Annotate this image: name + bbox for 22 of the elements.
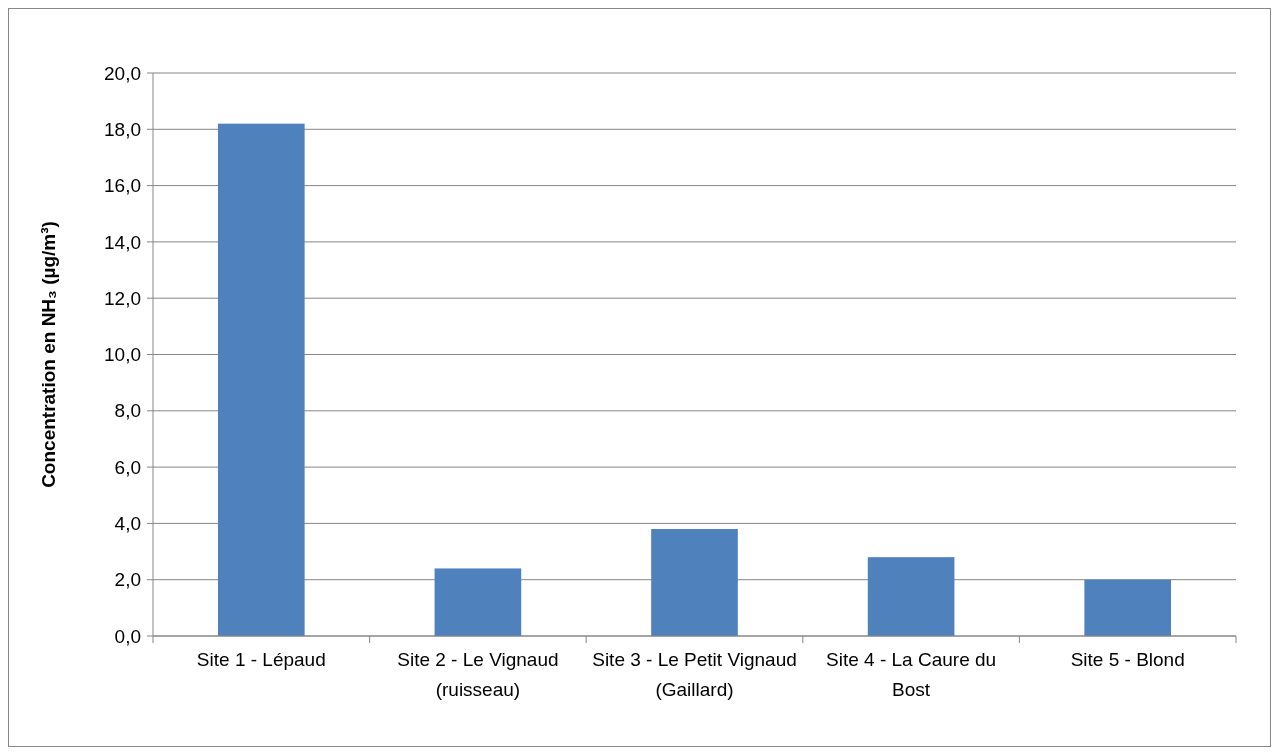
y-tick-label: 20,0: [104, 62, 141, 84]
y-tick-label: 12,0: [104, 287, 141, 309]
y-tick-label: 8,0: [114, 400, 141, 422]
x-tick-label: Site 5 - Blond: [1070, 649, 1185, 670]
y-tick-label: 14,0: [104, 231, 141, 253]
x-tick-label: Site 2 - Le Vignaud (ruisseau): [397, 649, 559, 700]
y-axis-title: Concentration en NH₃ (µg/m³): [37, 221, 59, 488]
bar: [651, 529, 738, 636]
y-tick-label: 16,0: [104, 175, 141, 197]
bar: [217, 123, 305, 636]
bar: [434, 568, 522, 636]
x-tick-label: Site 3 - Le Petit Vignaud (Gaillard): [592, 649, 797, 700]
x-tick-label: Site 1 - Lépaud: [196, 649, 326, 670]
y-tick-label: 2,0: [114, 569, 141, 591]
y-tick-label: 4,0: [114, 513, 141, 535]
y-tick-label: 18,0: [104, 118, 141, 140]
y-tick-label: 0,0: [114, 625, 141, 647]
bar: [1084, 579, 1172, 636]
y-tick-label: 10,0: [104, 344, 141, 366]
x-tick-label: Site 4 - La Caure du Bost: [826, 649, 997, 700]
y-tick-label: 6,0: [114, 456, 141, 478]
bar: [867, 557, 955, 636]
